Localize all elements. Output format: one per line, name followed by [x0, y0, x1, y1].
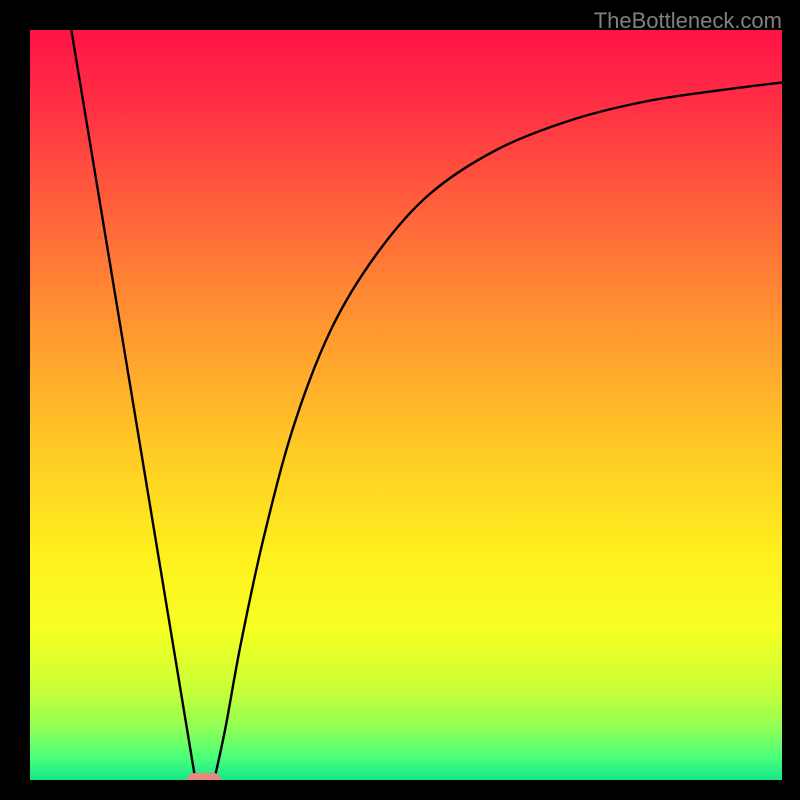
curve-right-segment	[214, 83, 782, 781]
curve-layer	[30, 30, 782, 780]
optimum-marker	[187, 773, 221, 781]
plot-area	[30, 30, 782, 780]
curve-left-segment	[71, 30, 195, 780]
watermark-text: TheBottleneck.com	[594, 8, 782, 34]
